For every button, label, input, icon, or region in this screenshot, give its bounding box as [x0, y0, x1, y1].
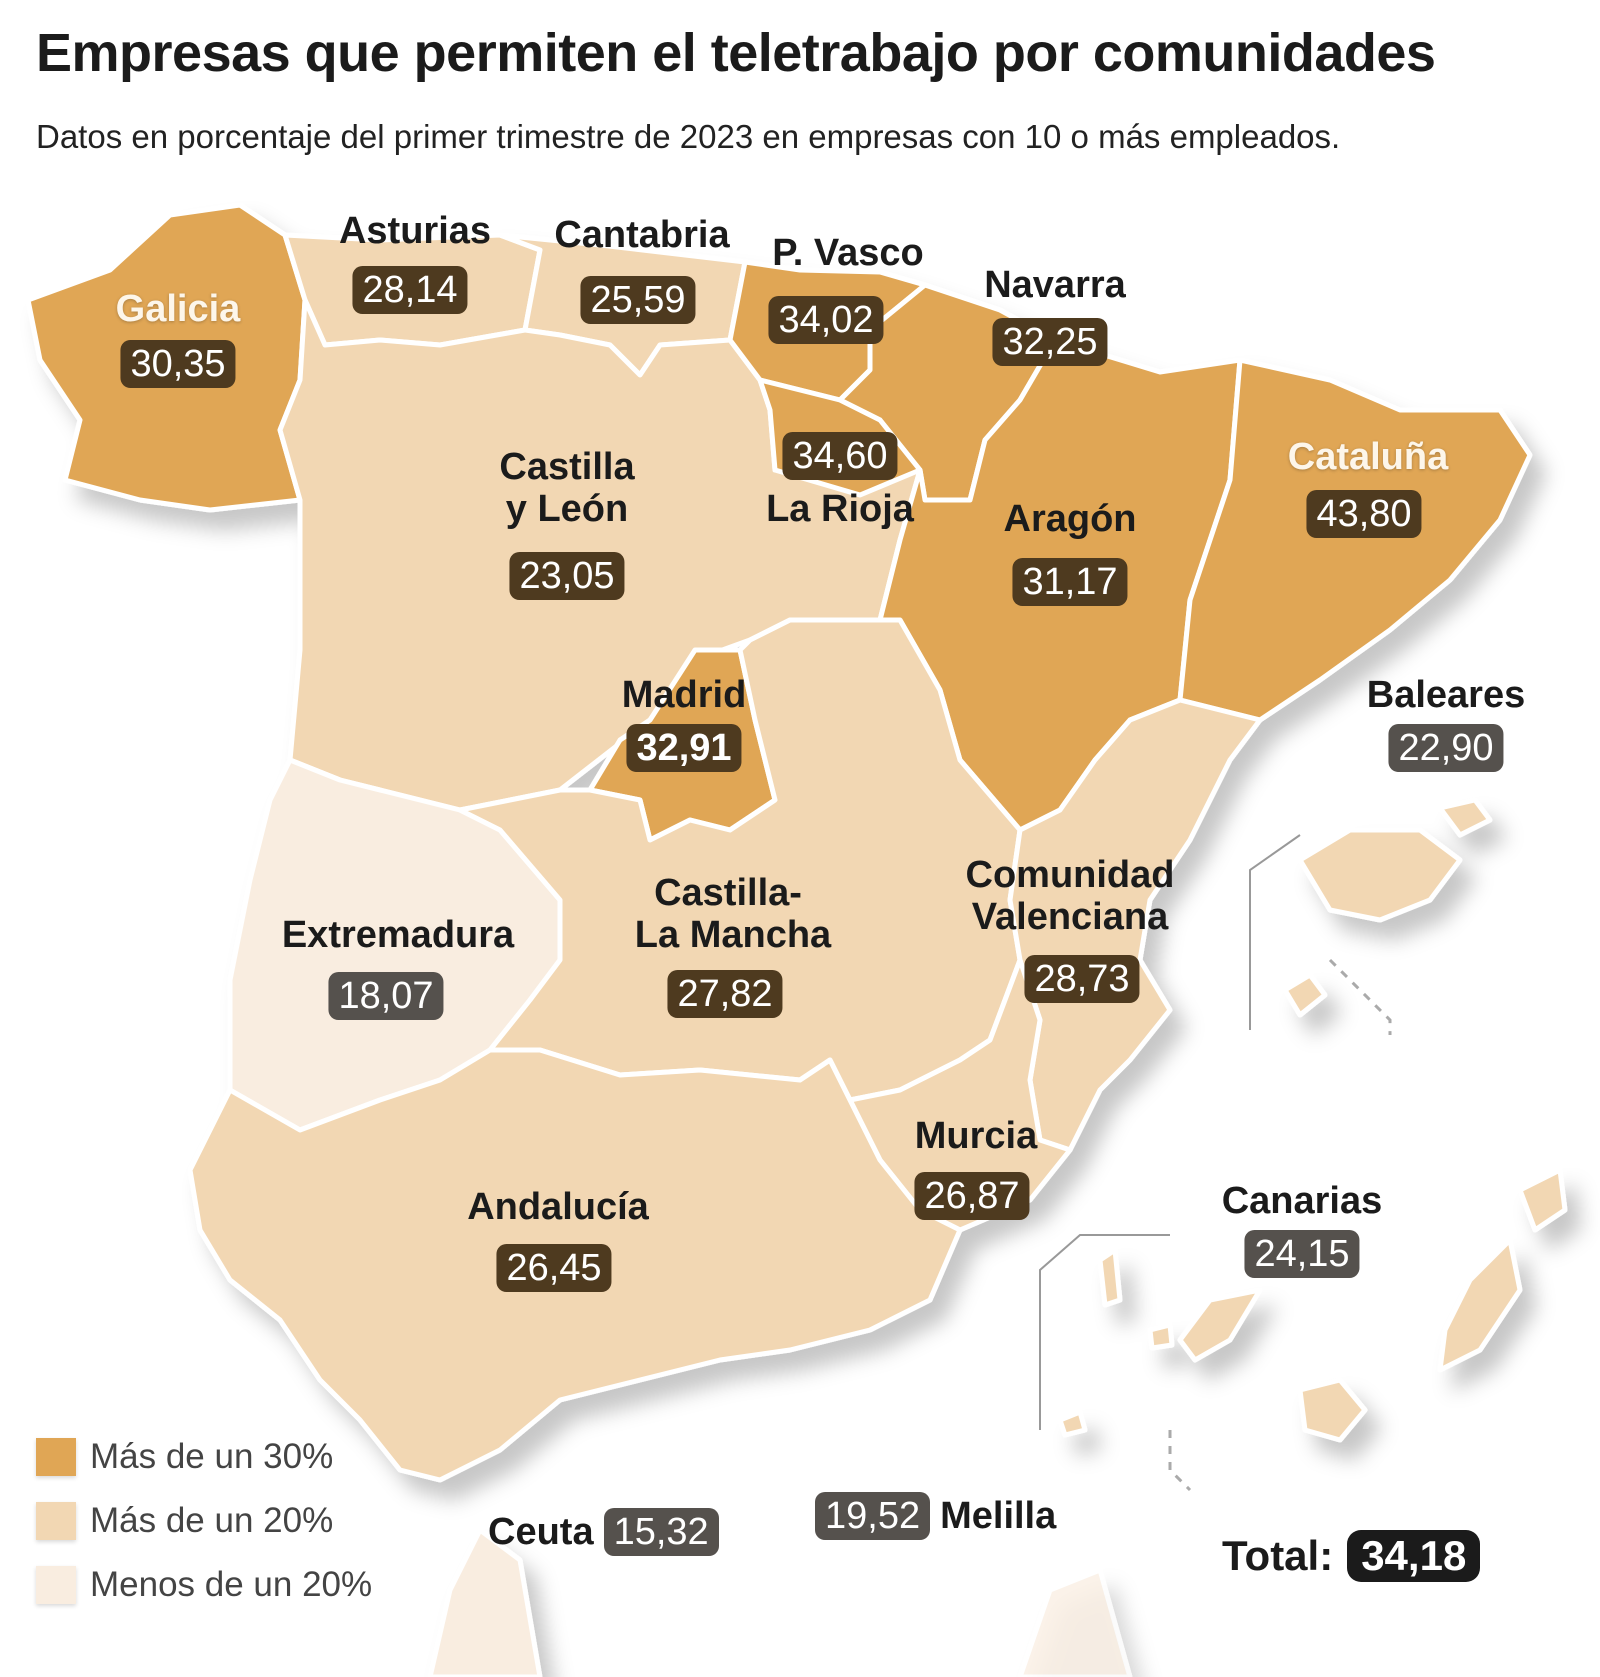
value-ceuta: 15,32	[603, 1508, 719, 1556]
value-baleares: 22,90	[1388, 724, 1504, 772]
canarias-inset-line	[1039, 1234, 1170, 1430]
value-navarra: 32,25	[992, 318, 1108, 366]
region-north-africa-coast	[427, 1527, 543, 1677]
map-title: Empresas que permiten el teletrabajo por…	[36, 23, 1436, 83]
region-canarias-lanzarote	[1517, 1167, 1568, 1233]
label-castilla-leon-line1: Castilla	[499, 446, 635, 488]
region-canarias-tenerife	[1177, 1287, 1263, 1363]
legend-label-high: Más de un 30%	[90, 1437, 334, 1476]
value-la-rioja: 34,60	[782, 432, 898, 480]
total-value: 34,18	[1347, 1530, 1481, 1582]
label-valencia-line2: Valenciana	[971, 896, 1169, 938]
label-galicia: Galicia	[115, 288, 241, 330]
label-navarra: Navarra	[984, 264, 1126, 306]
label-castilla-mancha-line2: La Mancha	[634, 914, 832, 956]
baleares-inset-line	[1249, 834, 1301, 1030]
value-pais-vasco: 34,02	[768, 296, 884, 344]
value-melilla: 19,52	[815, 1492, 931, 1540]
label-cataluna: Cataluña	[1287, 436, 1449, 478]
legend-item-mid: Más de un 20%	[36, 1489, 372, 1553]
label-la-rioja: La Rioja	[766, 488, 914, 530]
region-baleares-ibiza	[1282, 972, 1328, 1018]
value-castilla-leon: 23,05	[509, 552, 625, 600]
label-asturias: Asturias	[338, 210, 492, 252]
value-murcia: 26,87	[914, 1172, 1030, 1220]
label-murcia: Murcia	[914, 1115, 1038, 1157]
value-madrid: 32,91	[626, 724, 742, 772]
value-asturias: 28,14	[352, 266, 468, 314]
label-baleares: Baleares	[1366, 674, 1526, 716]
region-valencia	[1007, 697, 1263, 1153]
label-ceuta: Ceuta	[488, 1510, 594, 1553]
region-canarias-gomera	[1147, 1322, 1175, 1351]
region-canarias-lapalma	[1097, 1247, 1123, 1308]
region-cataluna	[1177, 357, 1533, 723]
region-baleares-menorca	[1437, 797, 1493, 838]
legend-label-low: Menos de un 20%	[90, 1565, 373, 1604]
total-label: Total:	[1222, 1532, 1334, 1579]
value-valencia: 28,73	[1024, 955, 1140, 1003]
value-cataluna: 43,80	[1306, 490, 1422, 538]
legend-label-mid: Más de un 20%	[90, 1501, 334, 1540]
label-aragon: Aragón	[1003, 498, 1137, 540]
legend-swatch-low	[36, 1566, 76, 1604]
value-extremadura: 18,07	[328, 972, 444, 1020]
value-canarias: 24,15	[1244, 1230, 1360, 1278]
legend: Más de un 30% Más de un 20% Menos de un …	[36, 1425, 372, 1617]
legend-swatch-high	[36, 1438, 76, 1476]
baleares-dashed-line	[1328, 958, 1392, 1035]
map-subtitle: Datos en porcentaje del primer trimestre…	[36, 118, 1341, 155]
label-canarias: Canarias	[1221, 1180, 1383, 1222]
region-canarias-hierro	[1057, 1409, 1088, 1438]
label-cantabria: Cantabria	[554, 214, 730, 256]
label-castilla-mancha-line1: Castilla-	[654, 872, 802, 914]
label-andalucia: Andalucía	[467, 1186, 649, 1228]
value-castilla-mancha: 27,82	[667, 970, 783, 1018]
value-aragon: 31,17	[1012, 558, 1128, 606]
label-valencia-line1: Comunidad	[965, 854, 1175, 896]
ceuta-label-group: Ceuta 15,32	[488, 1508, 719, 1556]
region-baleares-mallorca	[1297, 827, 1463, 923]
total-group: Total: 34,18	[1222, 1530, 1481, 1582]
canarias-dashed-line	[1168, 1430, 1192, 1492]
label-extremadura: Extremadura	[281, 914, 515, 956]
value-cantabria: 25,59	[580, 276, 696, 324]
label-castilla-leon-line2: y León	[505, 488, 629, 530]
legend-item-low: Menos de un 20%	[36, 1553, 372, 1617]
label-melilla: Melilla	[940, 1494, 1057, 1537]
label-madrid: Madrid	[621, 674, 747, 716]
melilla-label-group: 19,52 Melilla	[815, 1492, 1056, 1540]
value-andalucia: 26,45	[496, 1244, 612, 1292]
label-pais-vasco: P. Vasco	[772, 232, 924, 274]
region-canarias-fuerteventura	[1437, 1237, 1523, 1373]
legend-swatch-mid	[36, 1502, 76, 1540]
legend-item-high: Más de un 30%	[36, 1425, 372, 1489]
region-melilla-coast	[1017, 1567, 1133, 1677]
region-canarias-grancanaria	[1297, 1377, 1368, 1443]
value-galicia: 30,35	[120, 340, 236, 388]
